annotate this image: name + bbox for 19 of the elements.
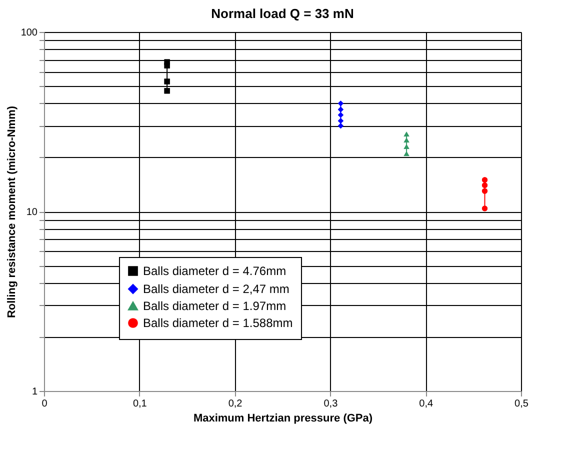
chart-title: Normal load Q = 33 mN	[211, 6, 354, 21]
x-tick-label: 0,4	[419, 398, 434, 410]
y-tick-label: 100	[20, 28, 38, 38]
point	[164, 62, 170, 68]
y-tick-label: 1	[32, 386, 38, 398]
point	[164, 78, 170, 84]
y-axis-title: Rolling resistance moment (micro-Nmm)	[6, 106, 18, 318]
legend-label: Balls diameter d = 2,47 mm	[143, 282, 290, 296]
legend-label: Balls diameter d = 1.588mm	[143, 316, 293, 330]
legend-label: Balls diameter d = 1.97mm	[143, 299, 286, 313]
y-tick-label: 10	[26, 207, 38, 218]
x-tick-label: 0	[42, 398, 48, 410]
x-tick-label: 0,2	[228, 398, 243, 410]
x-tick-label: 0,1	[132, 398, 148, 410]
x-tick-label: 0,5	[514, 398, 529, 410]
point	[164, 88, 170, 94]
legend-label: Balls diameter d = 4.76mm	[143, 264, 286, 278]
x-axis-title: Maximum Hertzian pressure (GPa)	[193, 412, 373, 424]
x-tick-label: 0,3	[324, 398, 338, 410]
